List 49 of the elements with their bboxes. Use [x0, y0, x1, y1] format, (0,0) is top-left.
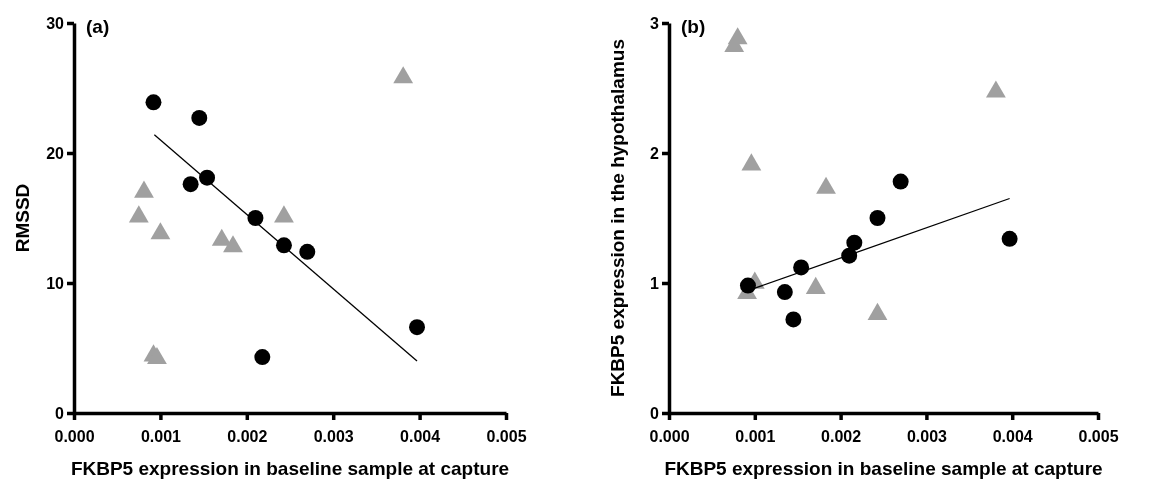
y-tick-label: 2	[650, 144, 660, 162]
point	[191, 109, 208, 126]
x-tick-label: 0.005	[1078, 428, 1119, 446]
point	[727, 27, 748, 45]
y-tick-label: 0	[55, 404, 65, 422]
y-tick-label: 30	[46, 14, 65, 32]
point	[211, 228, 232, 246]
point	[785, 311, 802, 328]
point	[299, 243, 316, 260]
x-tick-label: 0.000	[649, 428, 690, 446]
point	[150, 222, 171, 240]
point	[128, 205, 149, 223]
x-axis-title: FKBP5 expression in baseline sample at capture	[70, 458, 510, 479]
annotation: (a)	[86, 16, 110, 37]
y-axis-title: FKBP5 expression in the hypothalamus	[607, 39, 628, 397]
x-tick-label: 0.002	[227, 428, 268, 446]
x-tick-label: 0.003	[313, 428, 354, 446]
point	[182, 176, 199, 193]
x-tick-label: 0.001	[735, 428, 776, 446]
point	[776, 284, 793, 301]
y-axis-title: RMSSD	[12, 183, 33, 253]
x-tick-label: 0.004	[400, 428, 441, 446]
x-tick-label: 0.001	[140, 428, 182, 446]
x-tick-label: 0.005	[486, 428, 527, 446]
x-axis-title: FKBP5 expression in baseline sample at capture	[664, 458, 1103, 479]
y-tick-label: 20	[46, 144, 65, 162]
point	[892, 173, 909, 190]
point	[846, 234, 863, 251]
point	[793, 259, 810, 276]
y-tick-label: 1	[650, 274, 660, 292]
point	[869, 210, 886, 226]
x-tick-label: 0.003	[906, 428, 948, 446]
point	[223, 235, 243, 253]
x-tick-label: 0.004	[992, 428, 1033, 446]
point	[147, 346, 167, 365]
y-tick-label: 0	[650, 404, 660, 422]
point	[145, 94, 162, 111]
point	[274, 205, 294, 223]
point	[741, 153, 762, 171]
point	[1001, 230, 1018, 247]
x-tick-label: 0.000	[54, 428, 95, 446]
point	[739, 277, 756, 294]
y-tick-label: 3	[650, 14, 660, 32]
point	[985, 80, 1006, 98]
point	[134, 180, 154, 198]
y-tick-label: 10	[46, 274, 65, 292]
point	[816, 176, 836, 194]
annotation: (b)	[681, 16, 706, 37]
x-tick-label: 0.002	[821, 428, 862, 446]
